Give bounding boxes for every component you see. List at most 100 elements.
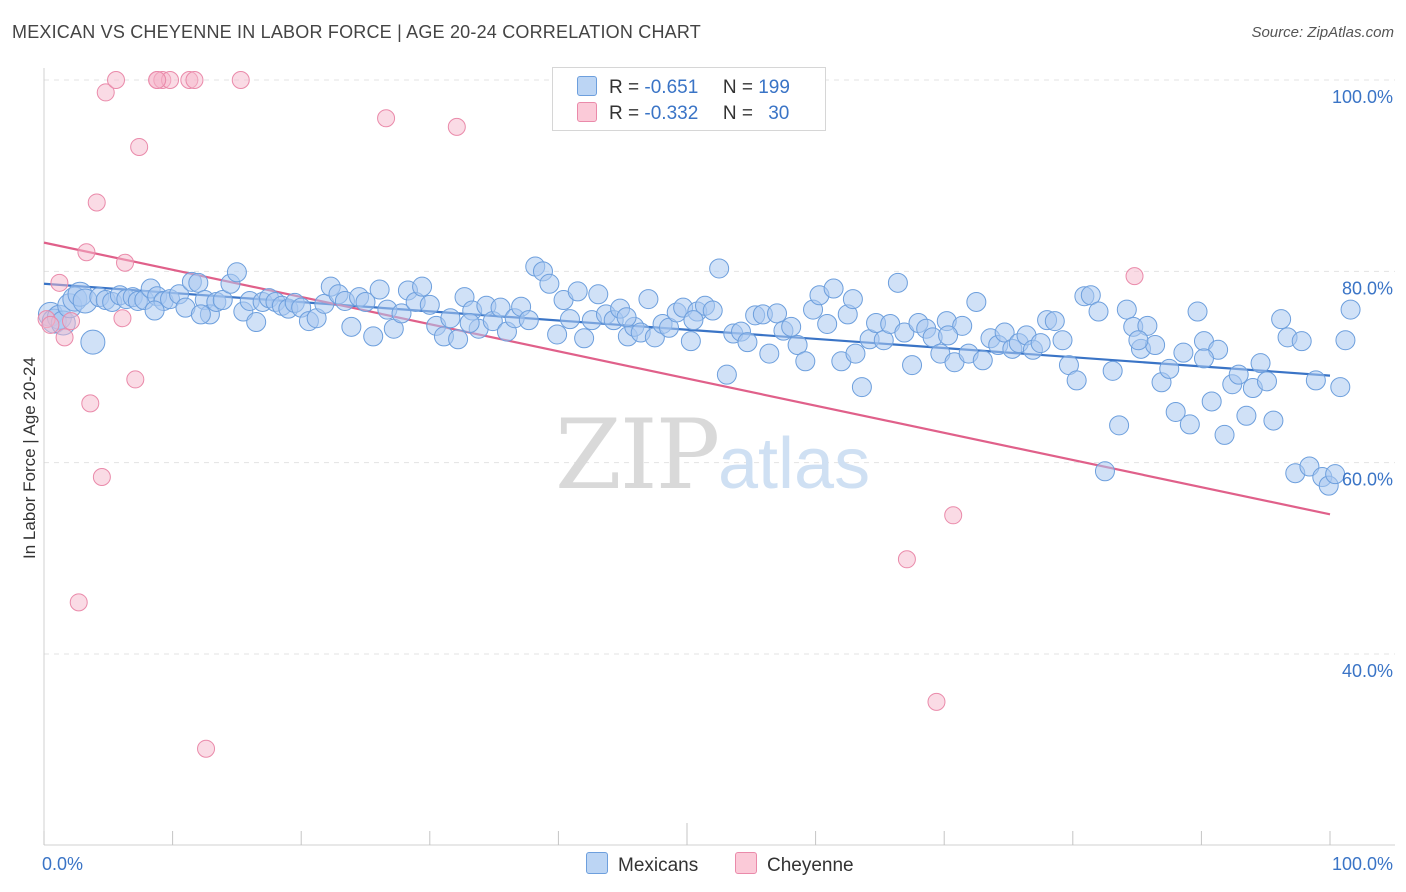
mexicans-point	[1263, 410, 1284, 431]
mexicans-point	[440, 308, 461, 329]
mexicans-point	[80, 329, 106, 355]
mexicans-point	[188, 272, 209, 293]
mexicans-point	[767, 303, 788, 324]
cheyenne-point	[126, 370, 145, 389]
cheyenne-point	[377, 109, 396, 128]
mexicans-point	[938, 325, 959, 346]
mexicans-point	[559, 309, 580, 330]
cheyenne-point	[897, 550, 916, 569]
mexicans-point	[1173, 342, 1194, 363]
mexicans-point	[1116, 299, 1137, 320]
mexicans-point	[518, 310, 539, 331]
mexicans-point	[190, 304, 211, 325]
mexicans-point	[355, 291, 376, 312]
watermark-zip: ZIP	[555, 399, 718, 511]
y-axis-title: In Labor Force | Age 20-24	[20, 357, 39, 559]
mexicans-point	[226, 262, 247, 283]
cheyenne-point	[231, 71, 250, 89]
watermark-atlas: atlas	[718, 424, 870, 504]
mexicans-point	[369, 279, 390, 300]
mexicans-point	[547, 324, 568, 345]
n-label: N =	[722, 77, 753, 98]
mexicans-point	[1145, 334, 1166, 355]
mexicans-point	[1214, 424, 1235, 445]
r-label: R =	[609, 77, 640, 98]
tick-labels: 100.0% 80.0% 60.0% 40.0% 0.0% 100.0%	[42, 87, 1393, 874]
mexicans-point	[1340, 299, 1361, 320]
mexicans-point	[1193, 348, 1214, 369]
gridlines	[44, 79, 1395, 655]
mexicans-point	[1159, 358, 1180, 379]
mexicans-point	[709, 258, 730, 279]
cheyenne-legend-swatch	[735, 852, 757, 874]
cheyenne-point	[944, 506, 963, 525]
mexicans-point	[737, 332, 758, 353]
mexicans-point	[1102, 360, 1123, 381]
cheyenne-point	[62, 312, 81, 331]
mexicans-point	[246, 312, 267, 333]
cheyenne-trend-line	[43, 241, 1331, 516]
cheyenne-swatch	[577, 102, 597, 122]
mexicans-point	[1330, 377, 1351, 398]
mexicans-point	[887, 272, 908, 293]
mexicans-point	[616, 307, 637, 328]
mexicans-point	[1044, 311, 1065, 332]
cheyenne-point	[927, 692, 946, 711]
cheyenne-point	[113, 309, 132, 328]
y-tick-label: 80.0%	[1342, 278, 1393, 298]
y-tick-label: 60.0%	[1342, 470, 1393, 490]
data-points	[37, 71, 1361, 758]
mexicans-point	[842, 289, 863, 310]
r-value-cheyenne: -0.332	[644, 103, 699, 124]
mexicans-point	[1187, 301, 1208, 322]
mexicans-point	[680, 331, 701, 352]
mexicans-point	[1128, 330, 1149, 351]
cheyenne-point	[148, 71, 167, 89]
mexicans-point	[419, 294, 440, 315]
n-value-mexicans: 199	[758, 77, 790, 98]
mexicans-point	[588, 284, 609, 305]
mexicans-point	[448, 329, 469, 350]
mexicans-point	[490, 297, 511, 318]
cheyenne-point	[447, 117, 466, 136]
cheyenne-point	[87, 193, 106, 212]
mexicans-point	[795, 351, 816, 372]
chart-title: MEXICAN VS CHEYENNE IN LABOR FORCE | AGE…	[12, 22, 701, 42]
mexicans-point	[1030, 333, 1051, 354]
mexicans-point	[781, 316, 802, 337]
mexicans-point	[952, 315, 973, 336]
cheyenne-point	[41, 315, 60, 334]
mexicans-point	[759, 343, 780, 364]
mexicans-point	[638, 289, 659, 310]
x-tick-label: 0.0%	[42, 854, 83, 874]
axes	[43, 68, 1395, 846]
mexicans-point	[994, 322, 1015, 343]
mexicans-point	[212, 290, 233, 311]
mexicans-point	[1256, 371, 1277, 392]
cheyenne-point	[55, 328, 74, 347]
cheyenne-point	[107, 71, 126, 89]
legend-row-mexicans: R = -0.651 N = 199	[577, 76, 790, 100]
mexicans-point	[1325, 464, 1346, 485]
stats-legend: R = -0.651 N = 199 R = -0.332 N = 30	[552, 67, 826, 131]
cheyenne-legend-label: Cheyenne	[767, 855, 854, 876]
mexicans-point	[823, 278, 844, 299]
cheyenne-point	[185, 71, 204, 89]
mexicans-point	[716, 364, 737, 385]
n-label: N =	[722, 103, 753, 124]
r-value-mexicans: -0.651	[644, 77, 699, 98]
y-tick-label: 100.0%	[1332, 87, 1393, 107]
cheyenne-point	[92, 468, 111, 487]
bottom-legend-mexicans: Mexicans	[586, 852, 698, 877]
mexicans-point	[1179, 414, 1200, 435]
cheyenne-point	[77, 243, 96, 262]
mexicans-point	[1080, 285, 1101, 306]
mexicans-point	[1052, 330, 1073, 351]
mexicans-point	[1201, 391, 1222, 412]
cheyenne-point	[130, 137, 149, 156]
series-mexicans	[37, 256, 1361, 496]
x-tick-label: 100.0%	[1332, 854, 1393, 874]
mexicans-point	[1228, 364, 1249, 385]
mexicans-point	[1165, 401, 1186, 422]
